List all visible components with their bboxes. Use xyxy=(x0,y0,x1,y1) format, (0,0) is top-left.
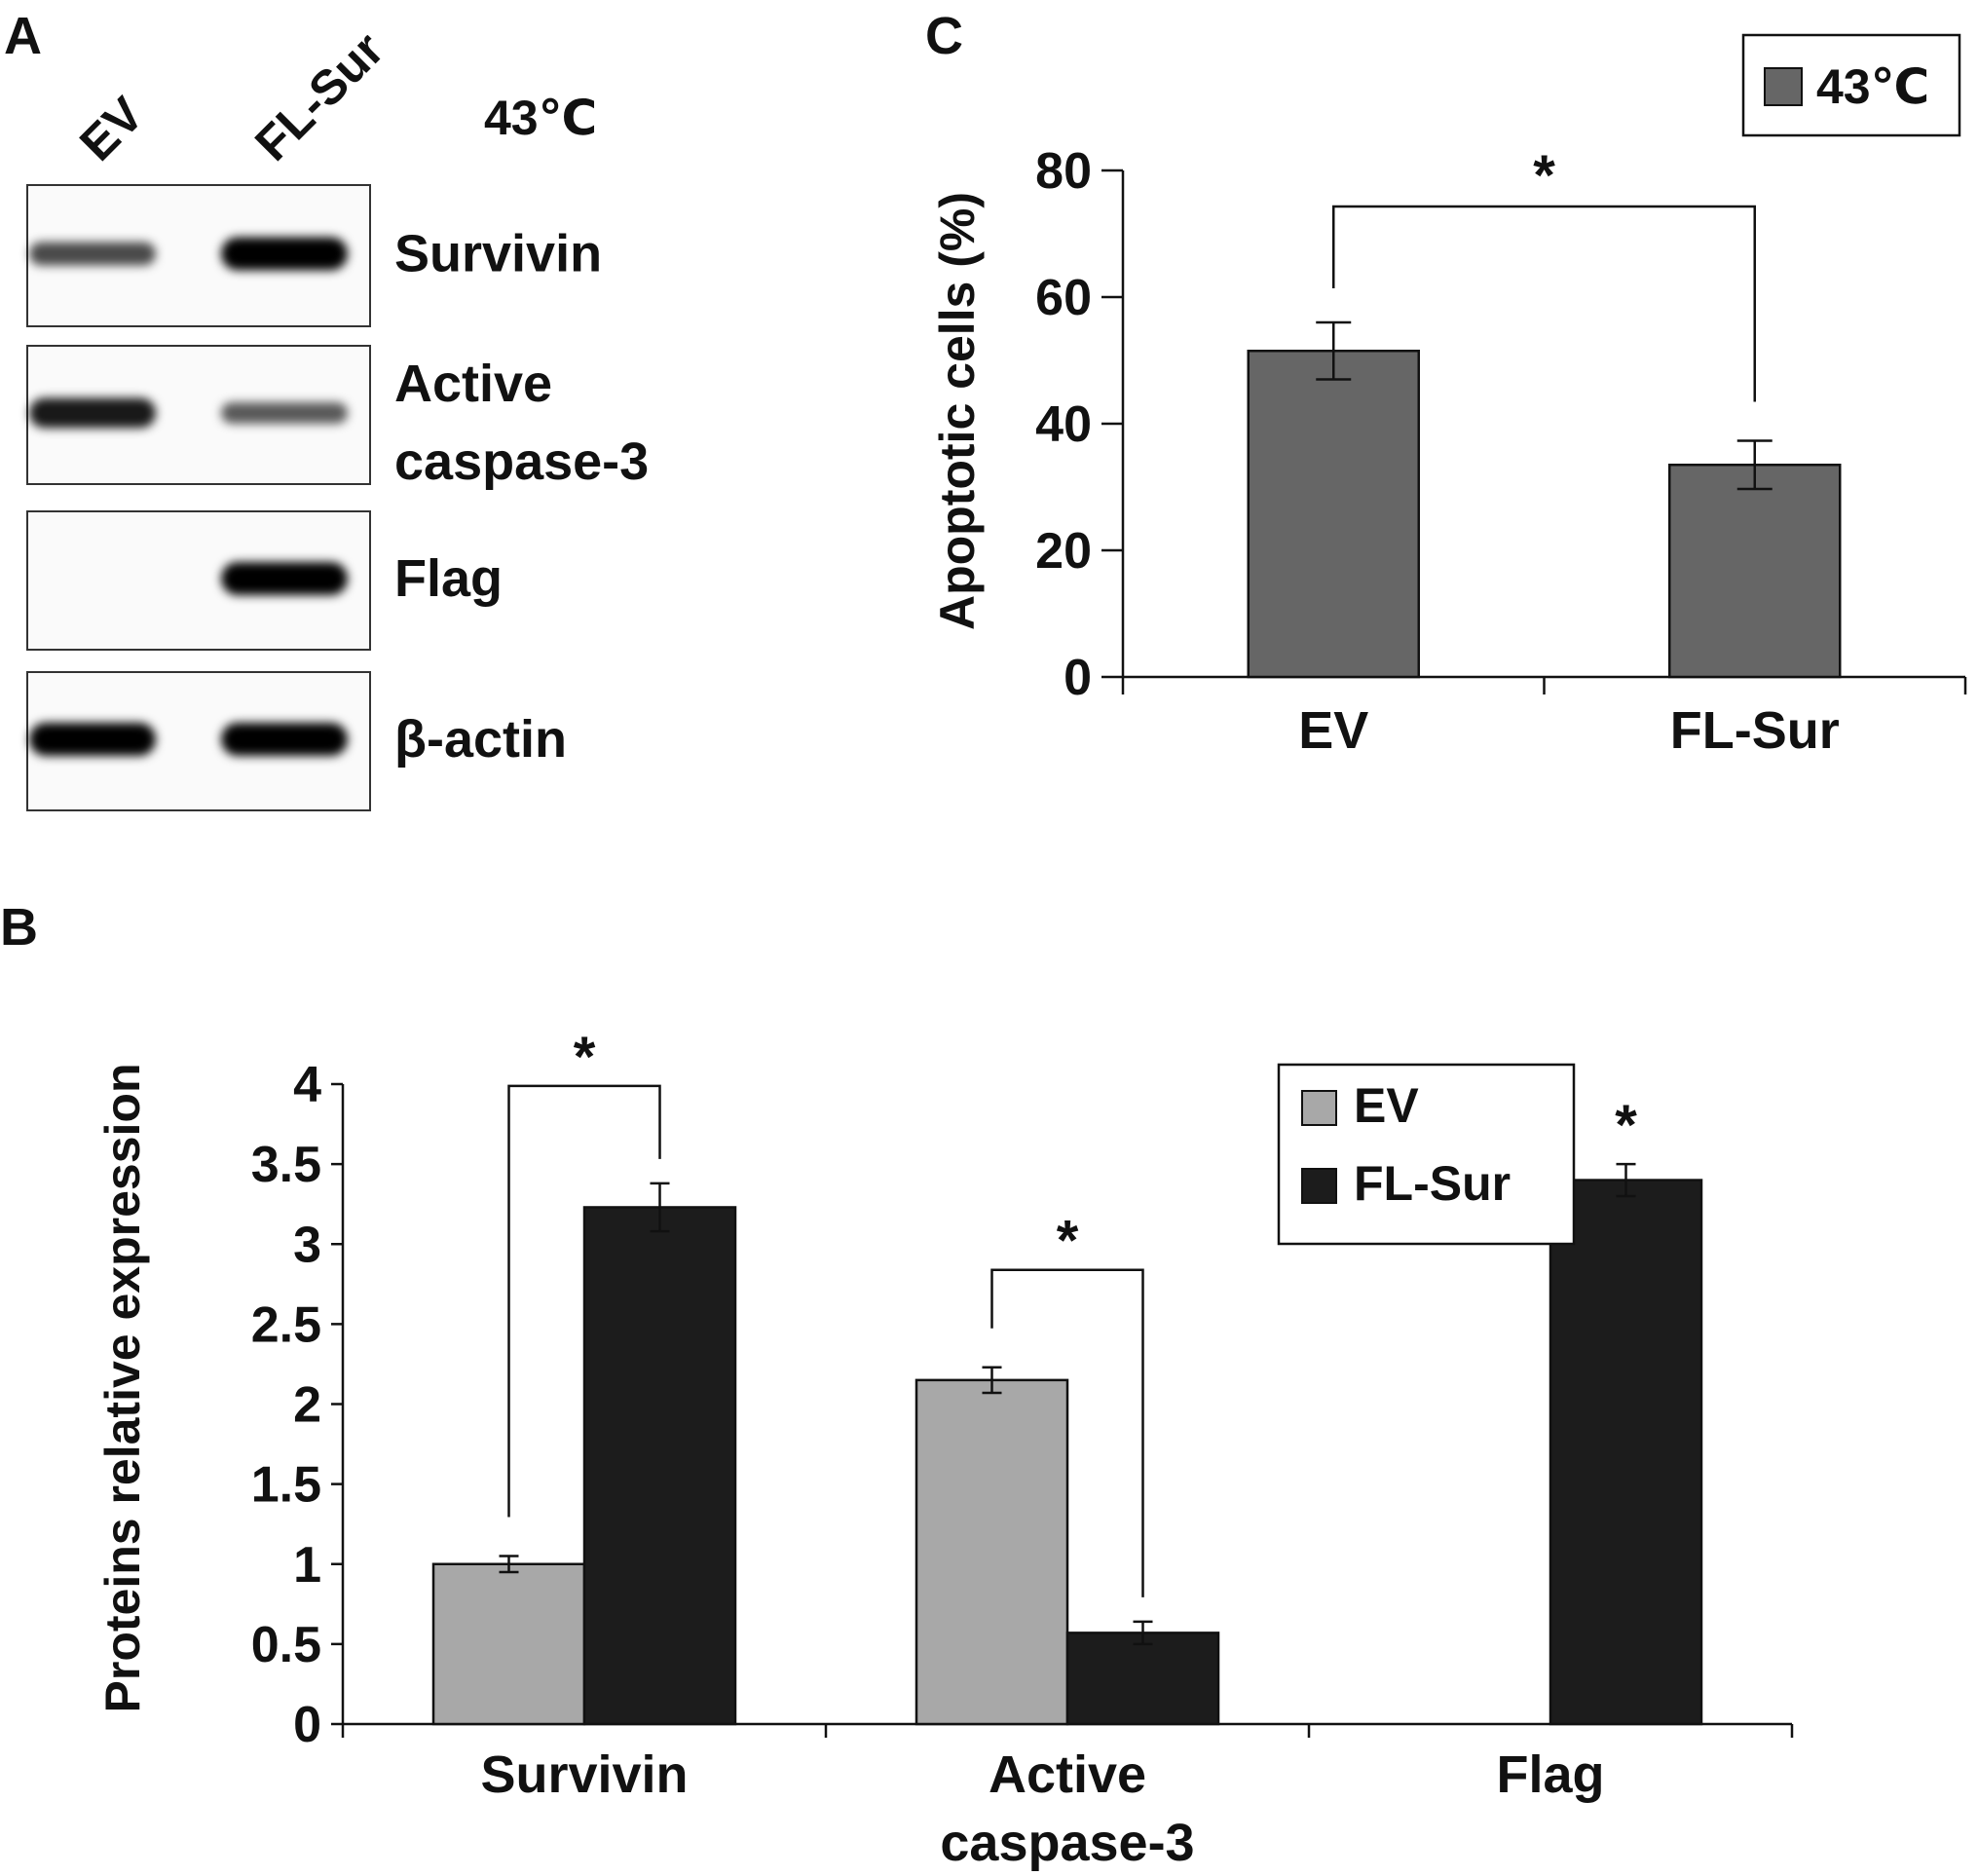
x-category-label: caspase-3 xyxy=(940,1814,1194,1872)
panel-b-letter: B xyxy=(0,898,38,957)
y-axis-label: Proteins relative expression xyxy=(95,1064,150,1713)
blot-band xyxy=(221,562,348,595)
y-tick-label: 40 xyxy=(1035,396,1092,453)
y-tick-label: 2 xyxy=(293,1377,321,1434)
legend-label: EV xyxy=(1354,1078,1419,1133)
blot-row: Survivin xyxy=(26,184,602,327)
chart-c: 0 20 40 60 80 Apoptotic cells (%) EV FL-Sur * 43℃ xyxy=(930,33,1967,760)
y-tick-label: 3 xyxy=(293,1217,321,1273)
significance-star: * xyxy=(574,1026,596,1089)
blot-band xyxy=(29,242,156,266)
y-tick-label: 20 xyxy=(1035,523,1092,580)
y-tick-label: 2.5 xyxy=(251,1296,321,1353)
blot-row-label: caspase-3 xyxy=(394,432,649,491)
bar-43c xyxy=(1247,350,1420,679)
blot-row-label: Active xyxy=(394,355,552,413)
x-category-label: EV xyxy=(1298,701,1368,760)
legend: EV FL-Sur xyxy=(1277,1063,1576,1246)
significance-bracket xyxy=(990,1268,1144,1597)
blot-band xyxy=(221,723,348,756)
legend-label: 43℃ xyxy=(1816,59,1929,114)
y-tick-label: 0 xyxy=(1064,650,1092,706)
blot-lane-label-fl-sur: FL-Sur xyxy=(244,21,394,171)
bar-43c xyxy=(1668,464,1842,679)
panel-c-letter: C xyxy=(925,7,963,65)
legend: 43℃ xyxy=(1741,33,1961,137)
bar-fl-sur xyxy=(1549,1179,1703,1726)
y-tick-label: 3.5 xyxy=(251,1137,321,1193)
x-category-label: Active xyxy=(989,1745,1146,1804)
significance-star: * xyxy=(1057,1210,1079,1273)
y-tick-label: 4 xyxy=(293,1057,321,1113)
blot-band xyxy=(221,402,348,424)
significance-bracket xyxy=(507,1084,661,1518)
blot-row: Flag xyxy=(26,510,503,651)
x-category-label: FL-Sur xyxy=(1670,701,1840,760)
panel-a-letter: A xyxy=(4,7,42,65)
bar-ev xyxy=(914,1378,1069,1726)
significance-bracket xyxy=(1332,205,1756,402)
chart-b: 0 0.5 1 1.5 2 2.5 3 3.5 4 Proteins relative expre… xyxy=(95,1026,1794,1872)
y-tick-label: 1.5 xyxy=(251,1457,321,1514)
western-blot: EV FL-Sur 43℃ Survivin Active caspase-3 Fla… xyxy=(26,21,649,811)
legend-label: FL-Sur xyxy=(1354,1156,1511,1211)
blot-band xyxy=(221,237,348,271)
blot-row-label: Survivin xyxy=(394,225,602,283)
significance-star: * xyxy=(1533,144,1555,207)
y-axis-label: Apoptotic cells (%) xyxy=(930,192,985,630)
blot-row: β-actin xyxy=(26,671,567,811)
legend-swatch xyxy=(1301,1168,1337,1204)
blot-band xyxy=(29,723,156,756)
blot-row-label: Flag xyxy=(394,549,503,608)
y-tick-label: 0 xyxy=(293,1697,321,1753)
significance-star: * xyxy=(1615,1094,1637,1157)
blot-condition-label: 43℃ xyxy=(484,91,597,145)
x-category-label: Survivin xyxy=(480,1745,688,1804)
y-tick-label: 60 xyxy=(1035,270,1092,326)
blot-lane-label-ev: EV xyxy=(69,87,154,171)
bar-fl-sur xyxy=(582,1206,737,1726)
bar-ev xyxy=(431,1562,586,1726)
y-tick-label: 1 xyxy=(293,1537,321,1594)
y-tick-label: 0.5 xyxy=(251,1617,321,1673)
legend-swatch xyxy=(1301,1090,1337,1126)
bar-fl-sur xyxy=(1065,1632,1220,1726)
blot-row-label: β-actin xyxy=(394,710,567,769)
blot-band xyxy=(29,397,156,429)
legend-swatch xyxy=(1764,67,1803,106)
x-category-label: Flag xyxy=(1496,1745,1604,1804)
blot-row: Active caspase-3 xyxy=(26,345,649,491)
y-tick-label: 80 xyxy=(1035,143,1092,200)
